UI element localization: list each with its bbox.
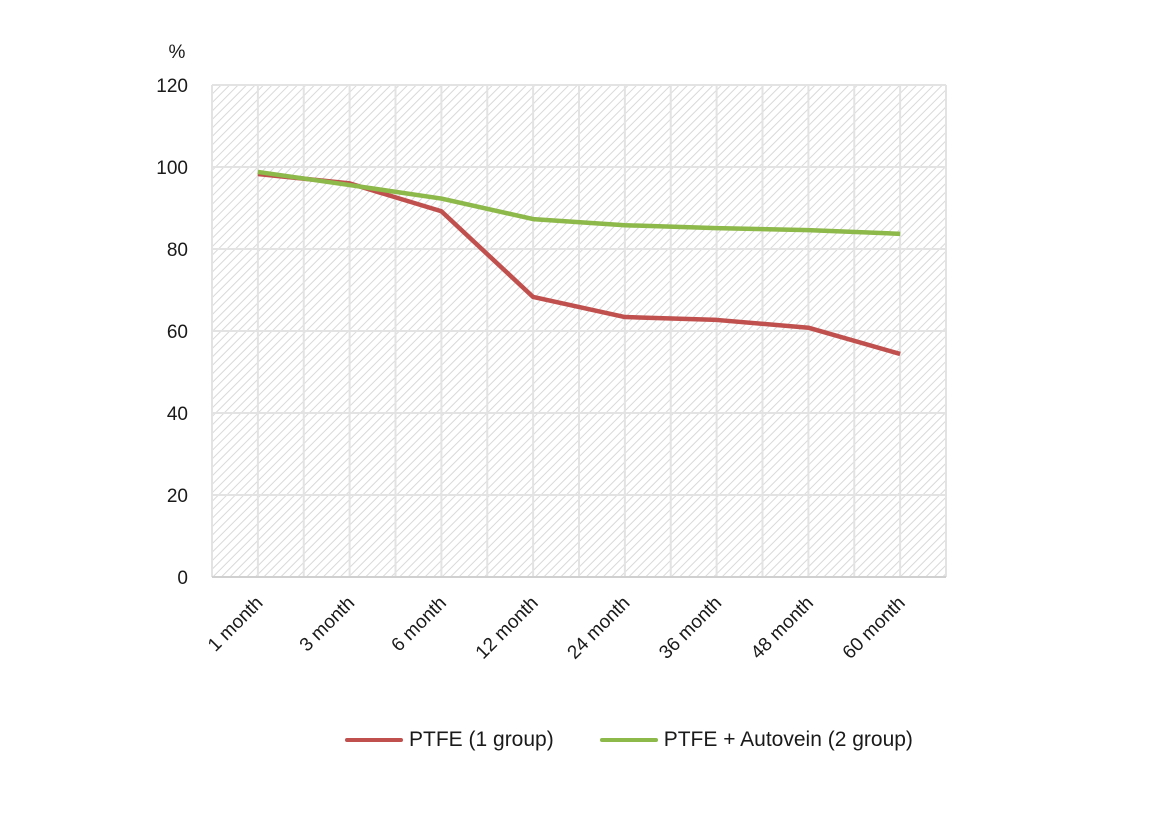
x-tick-label: 36 month (655, 593, 726, 664)
x-tick-label: 3 month (296, 593, 359, 656)
y-tick-label: 20 (167, 486, 188, 507)
x-tick-label: 60 month (839, 593, 910, 664)
y-axis-ticks: 0 20 40 60 80 100 120 (156, 76, 188, 589)
legend-label: PTFE (1 group) (409, 728, 554, 751)
x-tick-label: 48 month (747, 593, 818, 664)
x-axis-ticks: 1 month 3 month 6 month 12 month 24 month 36 … (204, 593, 910, 664)
x-tick-label: 12 month (472, 593, 543, 664)
legend-swatch (599, 738, 658, 742)
y-tick-label: 40 (167, 404, 188, 425)
legend-item: PTFE (1 group) (345, 728, 554, 752)
series-line-2 (257, 169, 901, 237)
y-tick-label: 80 (167, 240, 188, 261)
legend-label: PTFE + Autovein (2 group) (663, 728, 913, 751)
x-tick-label: 1 month (204, 593, 267, 656)
y-tick-label: 120 (156, 76, 188, 97)
y-tick-label: 60 (167, 322, 188, 343)
y-tick-label: 0 (177, 568, 188, 589)
series-lines (257, 169, 901, 357)
y-axis-label: % (169, 42, 186, 63)
legend: PTFE (1 group) PTFE + Autovein (2 group) (345, 728, 959, 752)
x-tick-label: 24 month (564, 593, 635, 664)
legend-item: PTFE + Autovein (2 group) (599, 728, 913, 752)
legend-swatch (345, 738, 403, 742)
gridlines (211, 84, 947, 578)
y-tick-label: 100 (156, 158, 188, 179)
x-tick-label: 6 month (388, 593, 451, 656)
